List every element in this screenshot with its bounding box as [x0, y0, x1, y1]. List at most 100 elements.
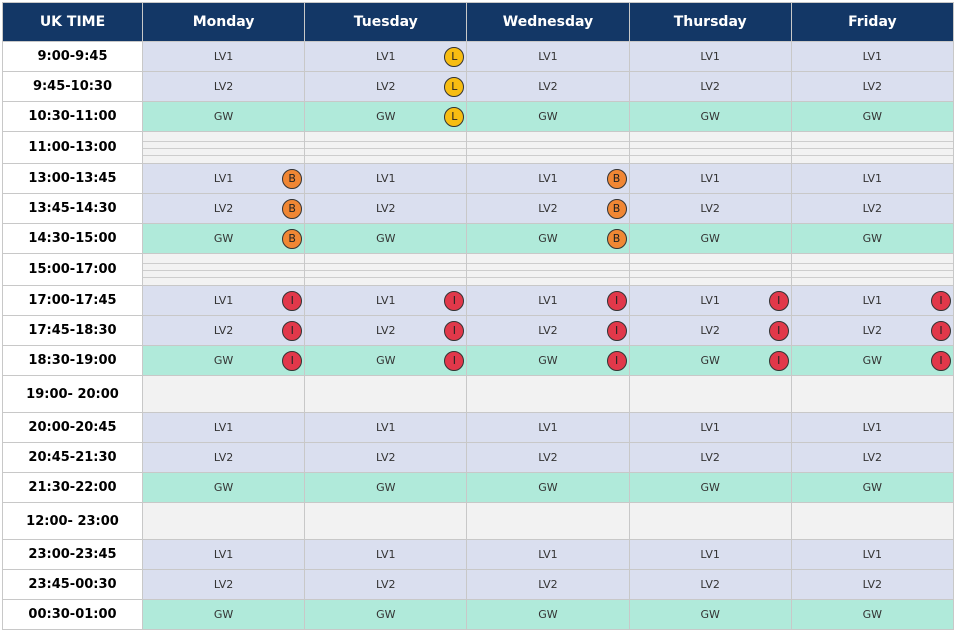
schedule-cell: LV2 [141, 71, 306, 102]
session-label: LV2 [376, 202, 396, 215]
table-row: 18:30-19:00 GW I GW I GW I GW I GW I [2, 345, 954, 376]
schedule-cell: GW [466, 599, 630, 630]
schedule-cell: GW [628, 223, 792, 254]
time-slot-label: 23:45-00:30 [2, 569, 143, 600]
session-label: LV2 [376, 451, 396, 464]
session-label: GW [862, 232, 883, 245]
break-cell [628, 253, 792, 286]
session-label: LV1 [538, 421, 558, 434]
table-row: 23:00-23:45 LV1 LV1 LV1 LV1 LV1 [2, 539, 954, 570]
session-label: GW [376, 608, 396, 621]
table-row: 15:00-17:00 [2, 253, 954, 286]
table-row: 13:00-13:45 LV1 B LV1 LV1 B LV1 LV1 [2, 163, 954, 194]
session-label: LV2 [862, 324, 883, 337]
schedule-cell: LV1 [790, 539, 954, 570]
session-label: LV1 [700, 294, 720, 307]
session-label: GW [213, 354, 234, 367]
session-label: GW [538, 481, 558, 494]
time-slot-label: 20:45-21:30 [2, 442, 143, 473]
table-row: 17:45-18:30 LV2 I LV2 I LV2 I LV2 I LV2 I [2, 315, 954, 346]
header-friday: Friday [790, 2, 954, 42]
schedule-cell: LV2 [141, 569, 306, 600]
i-badge: I [768, 350, 789, 371]
time-slot-label: 23:00-23:45 [2, 539, 143, 570]
break-stripes [791, 254, 953, 285]
break-cell [790, 131, 954, 164]
schedule-cell: GW [304, 472, 468, 503]
break-stripes [305, 254, 467, 285]
l-badge: L [444, 76, 465, 97]
schedule-cell: LV2 B [141, 193, 306, 224]
l-badge: L [444, 106, 465, 127]
schedule-cell: LV1 B [141, 163, 306, 194]
session-label: GW [700, 110, 720, 123]
session-label: LV1 [700, 421, 720, 434]
header-row: UK TIME Monday Tuesday Wednesday Thursda… [2, 2, 954, 42]
break-stripes [143, 254, 305, 285]
break-cell [466, 253, 630, 286]
i-badge: I [930, 290, 951, 311]
table-row: 11:00-13:00 [2, 131, 954, 164]
table-row: 23:45-00:30 LV2 LV2 LV2 LV2 LV2 [2, 569, 954, 600]
break-cell [141, 253, 306, 286]
schedule-cell: LV1 [141, 41, 306, 72]
schedule-cell: LV2 [790, 193, 954, 224]
break-stripes [629, 132, 791, 163]
schedule-cell: GW [790, 223, 954, 254]
schedule-cell: LV2 [790, 569, 954, 600]
b-badge: B [606, 228, 627, 249]
break-cell [141, 375, 306, 413]
time-slot-label: 18:30-19:00 [2, 345, 143, 376]
session-label: LV1 [862, 294, 883, 307]
i-badge: I [606, 290, 627, 311]
schedule-cell: LV1 [466, 41, 630, 72]
session-label: LV1 [700, 172, 720, 185]
schedule-container: UK TIME Monday Tuesday Wednesday Thursda… [2, 2, 954, 630]
schedule-cell: LV1 [466, 412, 630, 443]
schedule-cell: GW I [141, 345, 306, 376]
schedule-cell: LV1 B [466, 163, 630, 194]
schedule-cell: GW [790, 101, 954, 132]
time-slot-label: 13:45-14:30 [2, 193, 143, 224]
schedule-cell: LV2 [628, 442, 792, 473]
schedule-cell: GW [466, 101, 630, 132]
schedule-cell: GW B [141, 223, 306, 254]
schedule-cell: LV1 [790, 412, 954, 443]
schedule-cell: LV2 [628, 193, 792, 224]
schedule-cell: GW [304, 223, 468, 254]
session-label: LV2 [376, 324, 396, 337]
table-row: 19:00- 20:00 [2, 375, 954, 413]
table-row: 00:30-01:00 GW GW GW GW GW [2, 599, 954, 630]
b-badge: B [282, 168, 303, 189]
schedule-cell: LV1 [141, 412, 306, 443]
schedule-cell: LV2 [466, 569, 630, 600]
break-cell [628, 131, 792, 164]
schedule-cell: GW [466, 472, 630, 503]
schedule-cell: LV1 [628, 41, 792, 72]
table-row: 10:30-11:00 GW GW L GW GW GW [2, 101, 954, 132]
session-label: LV1 [538, 294, 558, 307]
break-stripes [629, 254, 791, 285]
schedule-cell: LV1 I [790, 285, 954, 316]
schedule-cell: LV2 [628, 569, 792, 600]
schedule-cell: GW I [790, 345, 954, 376]
schedule-table: UK TIME Monday Tuesday Wednesday Thursda… [2, 2, 954, 630]
session-label: GW [376, 481, 396, 494]
break-cell [304, 131, 468, 164]
session-label: GW [700, 608, 720, 621]
schedule-cell: GW B [466, 223, 630, 254]
schedule-cell: LV2 I [141, 315, 306, 346]
schedule-cell: LV2 [466, 71, 630, 102]
table-row: 12:00- 23:00 [2, 502, 954, 540]
session-label: LV1 [862, 50, 883, 63]
schedule-cell: LV1 [790, 163, 954, 194]
session-label: LV1 [213, 294, 234, 307]
session-label: LV2 [700, 80, 720, 93]
schedule-cell: LV1 [141, 539, 306, 570]
b-badge: B [606, 198, 627, 219]
schedule-cell: GW I [466, 345, 630, 376]
b-badge: B [282, 228, 303, 249]
session-label: LV2 [213, 451, 234, 464]
schedule-cell: LV2 [304, 193, 468, 224]
i-badge: I [768, 290, 789, 311]
